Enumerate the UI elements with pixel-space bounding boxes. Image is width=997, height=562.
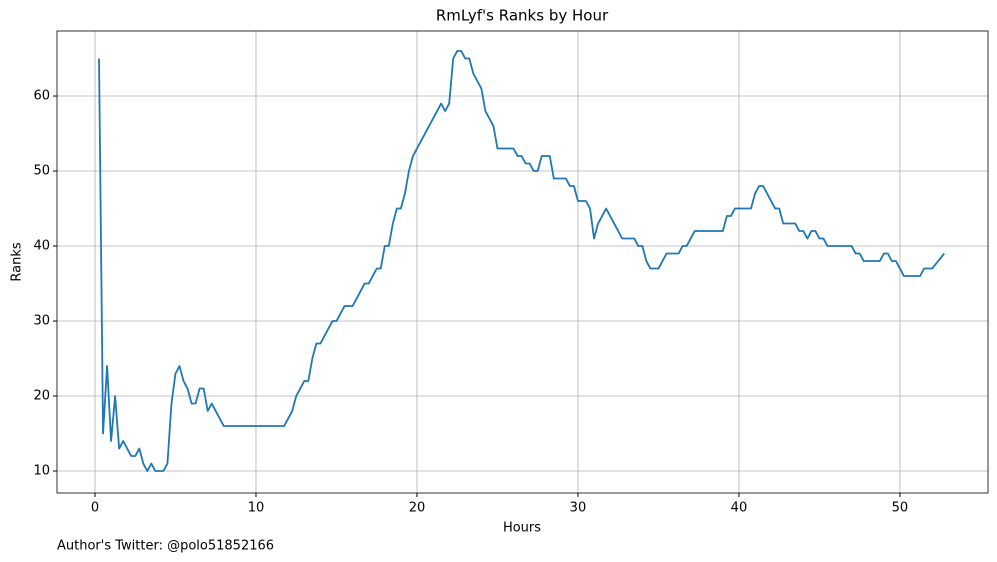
y-tick-label: 60 (33, 89, 50, 104)
line-series (98, 50, 945, 472)
plot-frame (56, 30, 989, 494)
y-tick-label: 20 (33, 389, 50, 404)
x-tick-label: 40 (731, 501, 748, 516)
y-axis-label: Ranks (10, 242, 25, 281)
chart-title: RmLyf's Ranks by Hour (436, 7, 609, 25)
y-tick-label: 40 (33, 239, 50, 254)
y-tick-label: 30 (33, 314, 50, 329)
x-axis-label: Hours (503, 521, 541, 536)
x-tick-label: 10 (248, 501, 265, 516)
x-tick-label: 20 (409, 501, 426, 516)
x-tick-label: 30 (570, 501, 587, 516)
x-tick-label: 50 (892, 501, 909, 516)
y-tick-label: 50 (33, 164, 50, 179)
x-tick-label: 0 (91, 501, 99, 516)
annotation: Author's Twitter: @polo51852166 (57, 539, 274, 554)
y-tick-label: 10 (33, 464, 50, 479)
